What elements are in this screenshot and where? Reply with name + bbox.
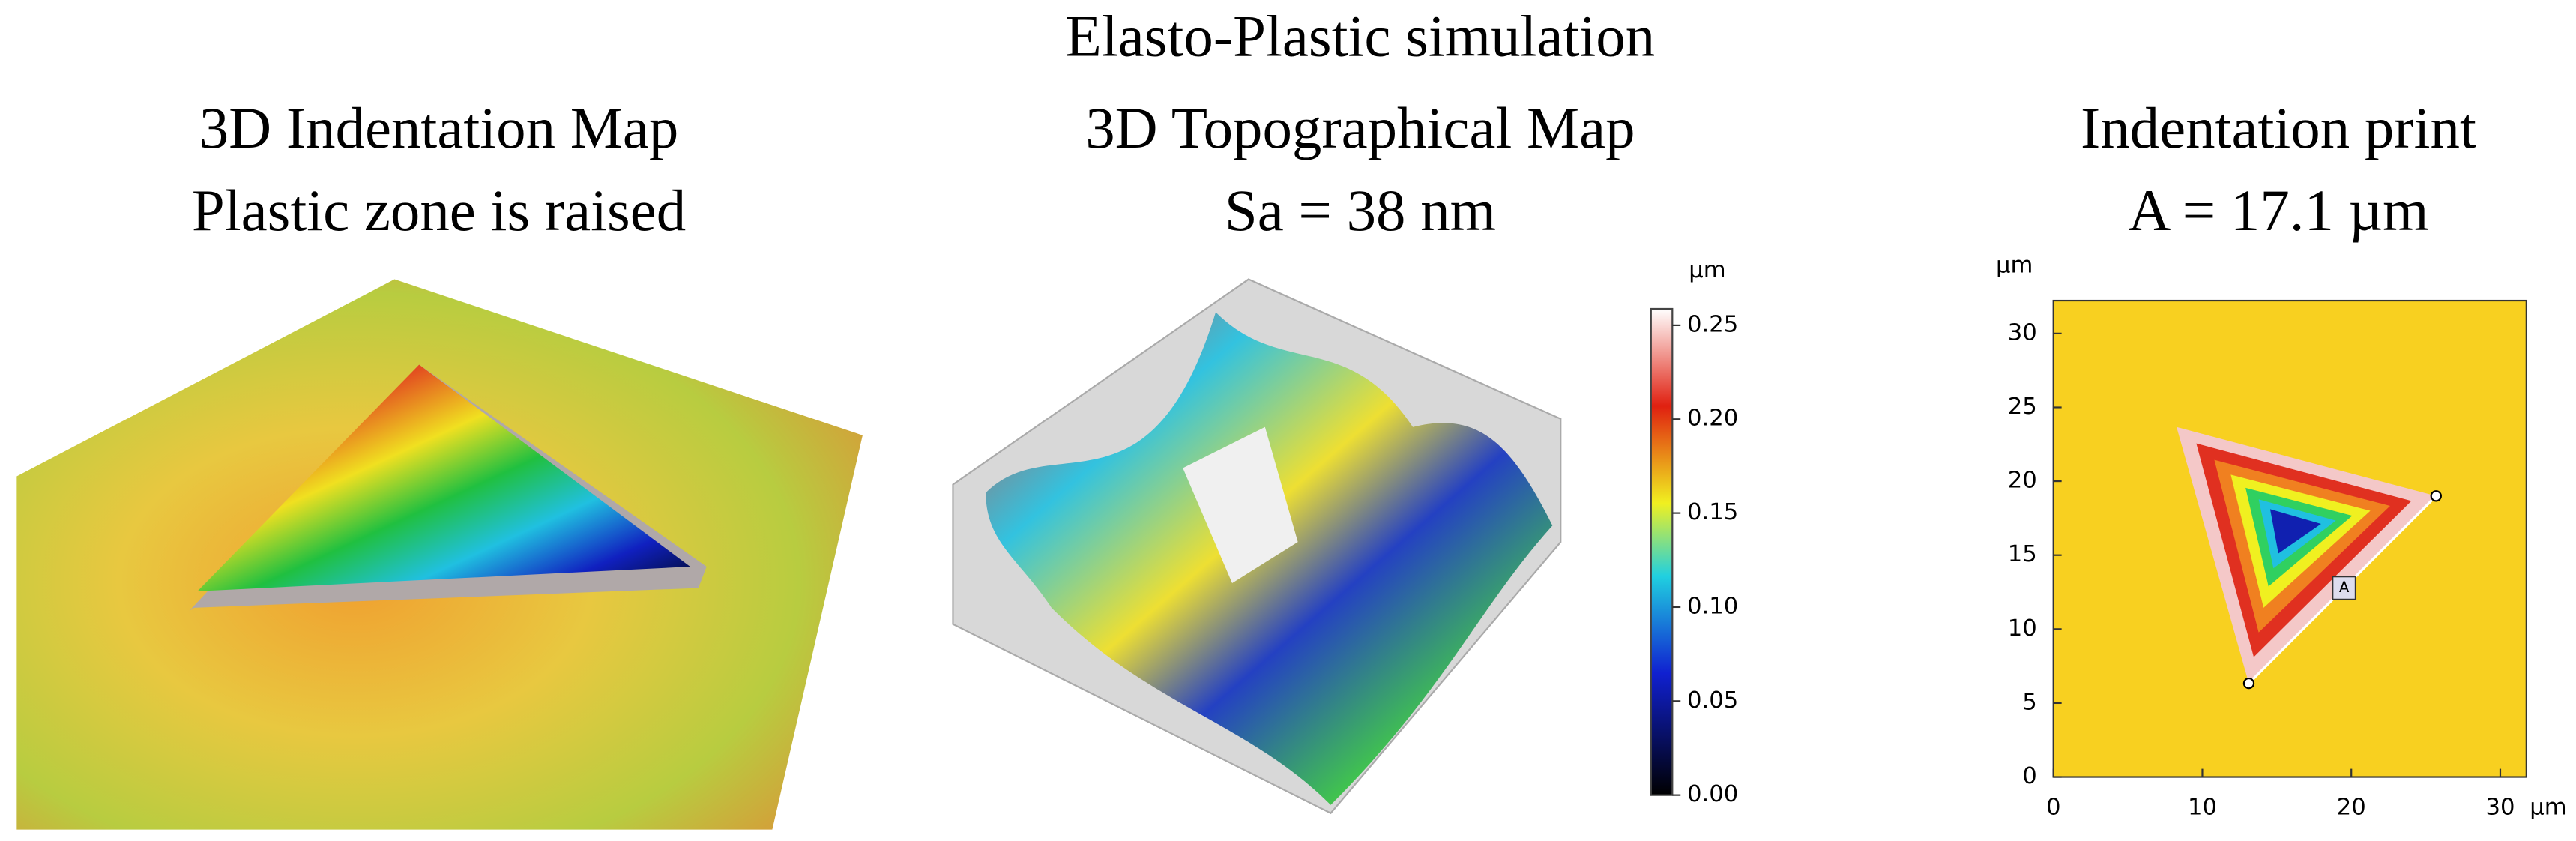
panel-right: Indentation print A = 17.1 µm A µm µm 0 5… [1996, 96, 2567, 820]
y-unit: µm [1996, 253, 2033, 279]
title-line: 3D Topographical Map [1085, 96, 1635, 161]
marker-box [2332, 576, 2357, 600]
title-line: 3D Indentation Map [199, 96, 679, 161]
colorbar-label: 0.05 [1687, 687, 1738, 714]
title-line: Plastic zone is raised [192, 178, 686, 244]
x-tick-label: 10 [2188, 795, 2217, 821]
marker-label: A [2339, 579, 2350, 596]
handle [2242, 677, 2255, 690]
y-tick-label: 15 [2008, 541, 2037, 567]
y-tick-label: 5 [2022, 689, 2037, 715]
title-line: A = 17.1 µm [2128, 178, 2428, 244]
title-line: Elasto-Plastic simulation [1066, 4, 1655, 70]
panel-left: 3D Indentation Map Plastic zone is raise… [16, 96, 863, 830]
ring [2269, 509, 2321, 554]
colorbar-unit: µm [1689, 257, 1725, 283]
x-tick-label: 0 [2046, 795, 2061, 821]
colorbar-label: 0.25 [1687, 311, 1738, 337]
title-line: Sa = 38 nm [1225, 178, 1496, 244]
colorbar-label: 0.15 [1687, 499, 1738, 525]
colorbar-label: 0.20 [1687, 406, 1738, 432]
title-line: Indentation print [2081, 96, 2476, 161]
y-tick-label: 30 [2008, 319, 2037, 346]
x-unit: µm [2530, 795, 2566, 821]
colorbar-label: 0.00 [1687, 781, 1738, 807]
x-tick-label: 30 [2485, 795, 2515, 821]
colorbar [1650, 307, 1674, 796]
handle [2430, 490, 2442, 502]
y-tick-label: 10 [2008, 615, 2037, 642]
x-tick-label: 20 [2337, 795, 2366, 821]
y-tick-label: 20 [2008, 468, 2037, 494]
cut [1183, 426, 1298, 583]
panel-middle: Elasto-Plastic simulation 3D Topographic… [952, 4, 1738, 815]
indent [197, 364, 690, 591]
y-tick-label: 0 [2022, 763, 2037, 789]
y-tick-label: 25 [2008, 394, 2037, 420]
colorbar-label: 0.10 [1687, 593, 1738, 619]
